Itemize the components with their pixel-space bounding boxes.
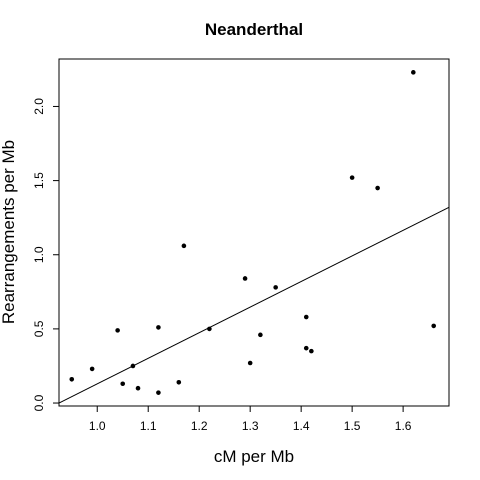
data-point bbox=[176, 379, 182, 385]
x-tick-label: 1.2 bbox=[191, 419, 208, 433]
data-point bbox=[303, 314, 309, 320]
y-tick-label: 0.0 bbox=[32, 394, 46, 411]
data-point bbox=[156, 325, 161, 330]
data-point bbox=[411, 70, 416, 75]
regression-line bbox=[58, 206, 450, 404]
data-point bbox=[120, 381, 126, 387]
data-point bbox=[431, 323, 437, 329]
x-tick-label: 1.5 bbox=[344, 419, 361, 433]
data-point bbox=[303, 345, 309, 351]
data-points bbox=[69, 70, 437, 395]
x-tick-label: 1.3 bbox=[242, 419, 259, 433]
x-axis-label: cM per Mb bbox=[214, 447, 294, 466]
y-tick-label: 2.0 bbox=[32, 98, 46, 115]
x-tick-label: 1.4 bbox=[293, 419, 310, 433]
x-axis: 1.0 1.1 1.2 1.3 1.4 1.5 1.6 bbox=[89, 405, 412, 433]
x-tick-label: 1.6 bbox=[395, 419, 412, 433]
data-point bbox=[207, 326, 212, 332]
data-point bbox=[69, 377, 75, 382]
y-tick-label: 1.5 bbox=[32, 172, 46, 189]
data-point bbox=[247, 360, 253, 366]
data-point bbox=[130, 363, 136, 369]
data-point bbox=[156, 390, 161, 395]
data-point bbox=[258, 332, 263, 338]
data-point bbox=[309, 348, 314, 354]
data-point bbox=[135, 385, 141, 391]
data-point bbox=[273, 285, 278, 290]
y-axis-label: Rearrangements per Mb bbox=[0, 140, 18, 324]
data-point bbox=[349, 175, 355, 180]
y-tick-label: 1.0 bbox=[32, 246, 46, 263]
data-point bbox=[181, 243, 187, 249]
data-point bbox=[375, 185, 380, 191]
data-point bbox=[89, 366, 95, 372]
data-point bbox=[115, 328, 120, 333]
y-axis: 0.0 0.5 1.0 1.5 2.0 bbox=[32, 98, 60, 411]
x-tick-label: 1.0 bbox=[89, 419, 106, 433]
chart-title: Neanderthal bbox=[205, 20, 303, 39]
x-tick-label: 1.1 bbox=[140, 419, 157, 433]
data-point bbox=[242, 276, 248, 281]
regression-line-group bbox=[58, 206, 450, 404]
plot-frame bbox=[58, 58, 450, 407]
y-tick-label: 0.5 bbox=[32, 320, 46, 337]
